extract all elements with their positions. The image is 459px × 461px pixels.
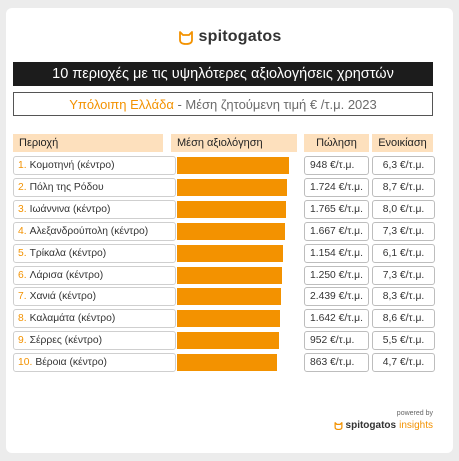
rating-bar — [177, 200, 287, 218]
region-name: Κομοτηνή (κέντρο) — [29, 160, 115, 171]
footer-brand-suffix: insights — [399, 420, 433, 431]
region-name: Σέρρες (κέντρο) — [29, 335, 103, 347]
subtitle-rest: - Μέση ζητούμενη τιμή € /τ.μ. 2023 — [173, 96, 377, 112]
sale-price-cell: 952 €/τ.μ. — [304, 331, 369, 351]
powered-by-text: powered by — [396, 410, 433, 417]
header-region: Περιοχή — [13, 134, 163, 152]
table-row: 3. Ιωάννινα (κέντρο) 1.765 €/τ.μ. 8,0 €/τ.μ… — [0, 199, 459, 220]
header-sale: Πώληση — [304, 134, 369, 152]
region-name: Αλεξανδρούπολη (κέντρο) — [29, 225, 149, 237]
table-row: 9. Σέρρες (κέντρο) 952 €/τ.μ. 5,5 €/τ.μ. — [0, 330, 459, 351]
footer-brand-name: spitogatos — [345, 420, 397, 431]
rank-number: 7. — [18, 291, 27, 303]
rent-price-cell: 8,6 €/τ.μ. — [372, 309, 435, 329]
rating-bar — [177, 288, 282, 306]
rank-number: 2. — [18, 181, 27, 193]
rent-price-cell: 7,3 €/τ.μ. — [372, 265, 435, 285]
rating-bar — [177, 354, 278, 372]
rent-price-cell: 5,5 €/τ.μ. — [372, 331, 435, 351]
rating-bar — [177, 222, 285, 240]
rent-price-cell: 6,1 €/τ.μ. — [372, 243, 435, 263]
table-row: 8. Καλαμάτα (κέντρο) 1.642 €/τ.μ. 8,6 €/τ.μ… — [0, 308, 459, 329]
rating-bar — [177, 266, 283, 284]
sale-price-cell: 863 €/τ.μ. — [304, 353, 369, 373]
table-row: 6. Λάρισα (κέντρο) 1.250 €/τ.μ. 7,3 €/τ.μ. — [0, 265, 459, 286]
region-label: 10. Βέροια (κέντρο) — [13, 353, 176, 373]
sale-price-cell: 1.250 €/τ.μ. — [304, 265, 369, 285]
region-name: Τρίκαλα (κέντρο) — [29, 247, 107, 259]
sale-price-cell: 1.765 €/τ.μ. — [304, 199, 369, 219]
region-name: Καλαμάτα (κέντρο) — [29, 313, 116, 325]
region-label: 2. Πόλη της Ρόδου — [13, 177, 176, 197]
rank-number: 5. — [18, 247, 27, 259]
rent-price-cell: 8,0 €/τ.μ. — [372, 199, 435, 219]
rating-bar — [177, 178, 288, 196]
cat-icon — [334, 422, 343, 430]
region-label: 1. Κομοτηνή (κέντρο) — [13, 156, 176, 175]
table-row: 7. Χανιά (κέντρο) 2.439 €/τ.μ. 8,3 €/τ.μ. — [0, 286, 459, 307]
brand-name: spitogatos — [198, 28, 282, 45]
region-label: 4. Αλεξανδρούπολη (κέντρο) — [13, 221, 176, 241]
subtitle-emphasis: Υπόλοιπη Ελλάδα — [69, 96, 174, 112]
header-rent: Ενοικίαση — [372, 134, 433, 152]
rating-bar — [177, 244, 284, 262]
rating-bar — [177, 157, 289, 174]
region-name: Βέροια (κέντρο) — [35, 357, 107, 369]
sale-price-cell: 1.724 €/τ.μ. — [304, 177, 369, 197]
rating-bar — [177, 310, 281, 328]
rent-price-cell: 4,7 €/τ.μ. — [372, 353, 435, 373]
region-label: 6. Λάρισα (κέντρο) — [13, 265, 176, 285]
rank-number: 8. — [18, 313, 27, 325]
sale-price-cell: 1.667 €/τ.μ. — [304, 221, 369, 241]
rent-price-cell: 7,3 €/τ.μ. — [372, 221, 435, 241]
region-label: 3. Ιωάννινα (κέντρο) — [13, 199, 176, 219]
chart-subtitle: Υπόλοιπη Ελλάδα - Μέση ζητούμενη τιμή € … — [13, 92, 433, 116]
region-label: 8. Καλαμάτα (κέντρο) — [13, 309, 176, 329]
cat-icon — [178, 31, 193, 45]
rent-price-cell: 6,3 €/τ.μ. — [372, 156, 435, 175]
footer-logo: spitogatos insights — [334, 420, 433, 431]
sale-price-cell: 1.642 €/τ.μ. — [304, 309, 369, 329]
rank-number: 4. — [18, 225, 27, 237]
rent-price-cell: 8,3 €/τ.μ. — [372, 287, 435, 307]
region-name: Πόλη της Ρόδου — [29, 181, 104, 193]
chart-title: 10 περιοχές με τις υψηλότερες αξιολογήσε… — [13, 62, 433, 86]
region-name: Λάρισα (κέντρο) — [29, 269, 104, 281]
table-row: 2. Πόλη της Ρόδου 1.724 €/τ.μ. 8,7 €/τ.μ. — [0, 177, 459, 198]
sale-price-cell: 1.154 €/τ.μ. — [304, 243, 369, 263]
rank-number: 1. — [18, 160, 27, 171]
rank-number: 6. — [18, 269, 27, 281]
sale-price-cell: 948 €/τ.μ. — [304, 156, 369, 175]
brand-logo: spitogatos — [0, 26, 459, 48]
region-label: 5. Τρίκαλα (κέντρο) — [13, 243, 176, 263]
region-label: 9. Σέρρες (κέντρο) — [13, 331, 176, 351]
rank-number: 3. — [18, 203, 27, 215]
sale-price-cell: 2.439 €/τ.μ. — [304, 287, 369, 307]
region-name: Ιωάννινα (κέντρο) — [29, 203, 111, 215]
header-average-rating: Μέση αξιολόγηση — [171, 134, 297, 152]
table-row: 4. Αλεξανδρούπολη (κέντρο) 1.667 €/τ.μ. 7,3… — [0, 221, 459, 242]
rating-bar — [177, 332, 279, 350]
table-row: 5. Τρίκαλα (κέντρο) 1.154 €/τ.μ. 6,1 €/τ.μ. — [0, 243, 459, 264]
rent-price-cell: 8,7 €/τ.μ. — [372, 177, 435, 197]
rank-number: 10. — [18, 357, 33, 369]
region-name: Χανιά (κέντρο) — [29, 291, 97, 303]
rank-number: 9. — [18, 335, 27, 347]
table-row: 1. Κομοτηνή (κέντρο) 948 €/τ.μ. 6,3 €/τ.μ. — [0, 155, 459, 176]
table-row: 10. Βέροια (κέντρο) 863 €/τ.μ. 4,7 €/τ.μ. — [0, 352, 459, 373]
region-label: 7. Χανιά (κέντρο) — [13, 287, 176, 307]
